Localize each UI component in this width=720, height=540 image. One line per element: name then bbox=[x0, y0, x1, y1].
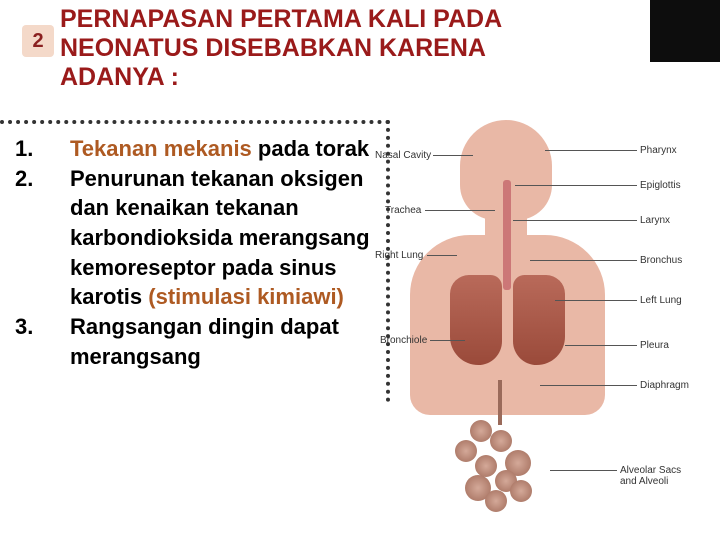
plain-text: pada torak bbox=[252, 136, 369, 161]
highlight-text: Tekanan mekanis bbox=[70, 136, 252, 161]
label-left-lung: Left Lung bbox=[640, 295, 682, 306]
content-list-box: 1. Tekanan mekanis pada torak 2. Penurun… bbox=[0, 120, 390, 402]
leader-line bbox=[540, 385, 637, 386]
left-lung-shape bbox=[513, 275, 565, 365]
alveolus-icon bbox=[490, 430, 512, 452]
label-bronchiole: Bronchiole bbox=[380, 335, 427, 346]
label-nasal: Nasal Cavity bbox=[375, 150, 431, 161]
leader-line bbox=[513, 220, 637, 221]
section-number-badge: 2 bbox=[22, 25, 54, 57]
highlight-text: (stimulasi kimiawi) bbox=[148, 284, 344, 309]
leader-line bbox=[427, 255, 457, 256]
list-number: 3. bbox=[15, 312, 70, 371]
list-text: Tekanan mekanis pada torak bbox=[70, 134, 371, 164]
list-item: 3. Rangsangan dingin dapat merangsang bbox=[15, 312, 371, 371]
label-epiglottis: Epiglottis bbox=[640, 180, 681, 191]
leader-line bbox=[430, 340, 465, 341]
label-diaphragm: Diaphragm bbox=[640, 380, 689, 391]
ordered-list: 1. Tekanan mekanis pada torak 2. Penurun… bbox=[15, 134, 371, 372]
leader-line bbox=[515, 185, 637, 186]
alveolus-icon bbox=[455, 440, 477, 462]
right-lung-shape bbox=[450, 275, 502, 365]
alveolus-icon bbox=[485, 490, 507, 512]
leader-line bbox=[550, 470, 617, 471]
page-title: PERNAPASAN PERTAMA KALI PADA NEONATUS DI… bbox=[20, 5, 700, 91]
label-trachea: Trachea bbox=[385, 205, 421, 216]
label-pleura: Pleura bbox=[640, 340, 669, 351]
trachea-shape bbox=[503, 180, 511, 290]
list-number: 2. bbox=[15, 164, 70, 312]
title-line-1: PERNAPASAN PERTAMA KALI PADA bbox=[60, 5, 502, 33]
leader-line bbox=[565, 345, 637, 346]
alveoli-cluster bbox=[450, 410, 550, 520]
badge-number: 2 bbox=[32, 30, 43, 53]
alveolus-icon bbox=[510, 480, 532, 502]
label-alveoli-l2: and Alveoli bbox=[620, 476, 668, 487]
label-pharynx: Pharynx bbox=[640, 145, 677, 156]
leader-line bbox=[545, 150, 637, 151]
list-number: 1. bbox=[15, 134, 70, 164]
label-larynx: Larynx bbox=[640, 215, 670, 226]
respiratory-diagram: Pharynx Epiglottis Larynx Bronchus Left … bbox=[395, 120, 720, 530]
bronchiole-stem bbox=[498, 380, 502, 425]
label-alveoli-l1: Alveolar Sacs bbox=[620, 465, 681, 476]
title-line-3: ADANYA : bbox=[60, 63, 179, 91]
label-right-lung: Right Lung bbox=[375, 250, 423, 261]
leader-line bbox=[555, 300, 637, 301]
label-bronchus: Bronchus bbox=[640, 255, 682, 266]
leader-line bbox=[530, 260, 637, 261]
leader-line bbox=[425, 210, 495, 211]
list-text: Rangsangan dingin dapat merangsang bbox=[70, 312, 371, 371]
alveolus-icon bbox=[470, 420, 492, 442]
alveolus-icon bbox=[475, 455, 497, 477]
plain-text: Rangsangan dingin dapat merangsang bbox=[70, 314, 339, 369]
leader-line bbox=[433, 155, 473, 156]
list-item: 2. Penurunan tekanan oksigen dan kenaika… bbox=[15, 164, 371, 312]
label-alveoli: Alveolar Sacs and Alveoli bbox=[620, 465, 681, 487]
title-line-2: NEONATUS DISEBABKAN KARENA bbox=[60, 34, 486, 62]
list-text: Penurunan tekanan oksigen dan kenaikan t… bbox=[70, 164, 371, 312]
list-item: 1. Tekanan mekanis pada torak bbox=[15, 134, 371, 164]
header: PERNAPASAN PERTAMA KALI PADA NEONATUS DI… bbox=[20, 5, 700, 91]
